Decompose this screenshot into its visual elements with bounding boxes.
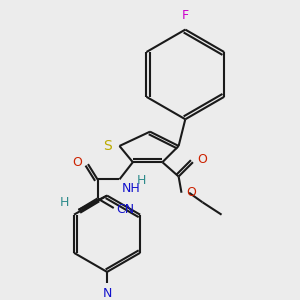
Text: H: H: [136, 174, 146, 187]
Text: O: O: [198, 153, 208, 166]
Text: H: H: [59, 196, 69, 209]
Text: S: S: [103, 139, 112, 153]
Text: NH: NH: [122, 182, 140, 195]
Text: O: O: [72, 156, 82, 169]
Text: F: F: [182, 9, 189, 22]
Text: N: N: [102, 287, 112, 300]
Text: CN: CN: [117, 203, 135, 216]
Text: O: O: [186, 186, 196, 199]
